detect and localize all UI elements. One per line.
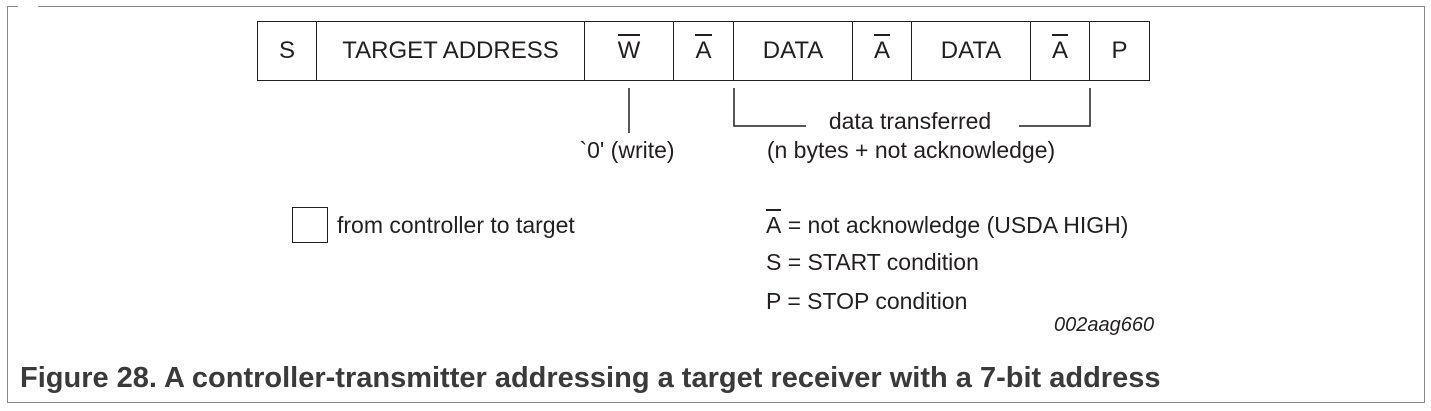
seq-data-2: DATA	[912, 22, 1031, 80]
write-note: `0' (write)	[579, 137, 675, 163]
seq-not-ack-2: A	[853, 22, 912, 80]
legend-box-label: from controller to target	[337, 212, 575, 238]
data-transferred-detail: (n bytes + not acknowledge)	[766, 137, 1056, 163]
transfer-sequence: S TARGET ADDRESS W A DATA A DATA A P	[257, 21, 1150, 81]
figure-frame	[7, 5, 1425, 403]
seq-write-bit: W	[585, 22, 674, 80]
legend-a-symbol: A	[766, 209, 782, 238]
figure-code: 002aag660	[1054, 314, 1155, 336]
data-bracket-right	[1019, 88, 1091, 127]
seq-not-ack-1: A	[674, 22, 734, 80]
seq-stop: P	[1111, 37, 1128, 64]
seq-not-ack-3: A	[1031, 22, 1090, 80]
legend-stop: P = STOP condition	[766, 288, 968, 314]
legend-a-definition: = not acknowledge (USDA HIGH)	[781, 212, 1129, 238]
legend-not-ack: A = not acknowledge (USDA HIGH)	[766, 209, 1129, 239]
figure-caption: Figure 28. A controller-transmitter addr…	[20, 362, 1161, 394]
seq-data-1: DATA	[734, 22, 853, 80]
legend-start: S = START condition	[766, 249, 979, 275]
data-bracket-left	[733, 88, 806, 127]
seq-target-address: TARGET ADDRESS	[317, 22, 585, 80]
legend-box-swatch	[292, 207, 328, 243]
data-transferred-label: data transferred	[828, 108, 992, 134]
seq-start: S	[258, 22, 317, 80]
